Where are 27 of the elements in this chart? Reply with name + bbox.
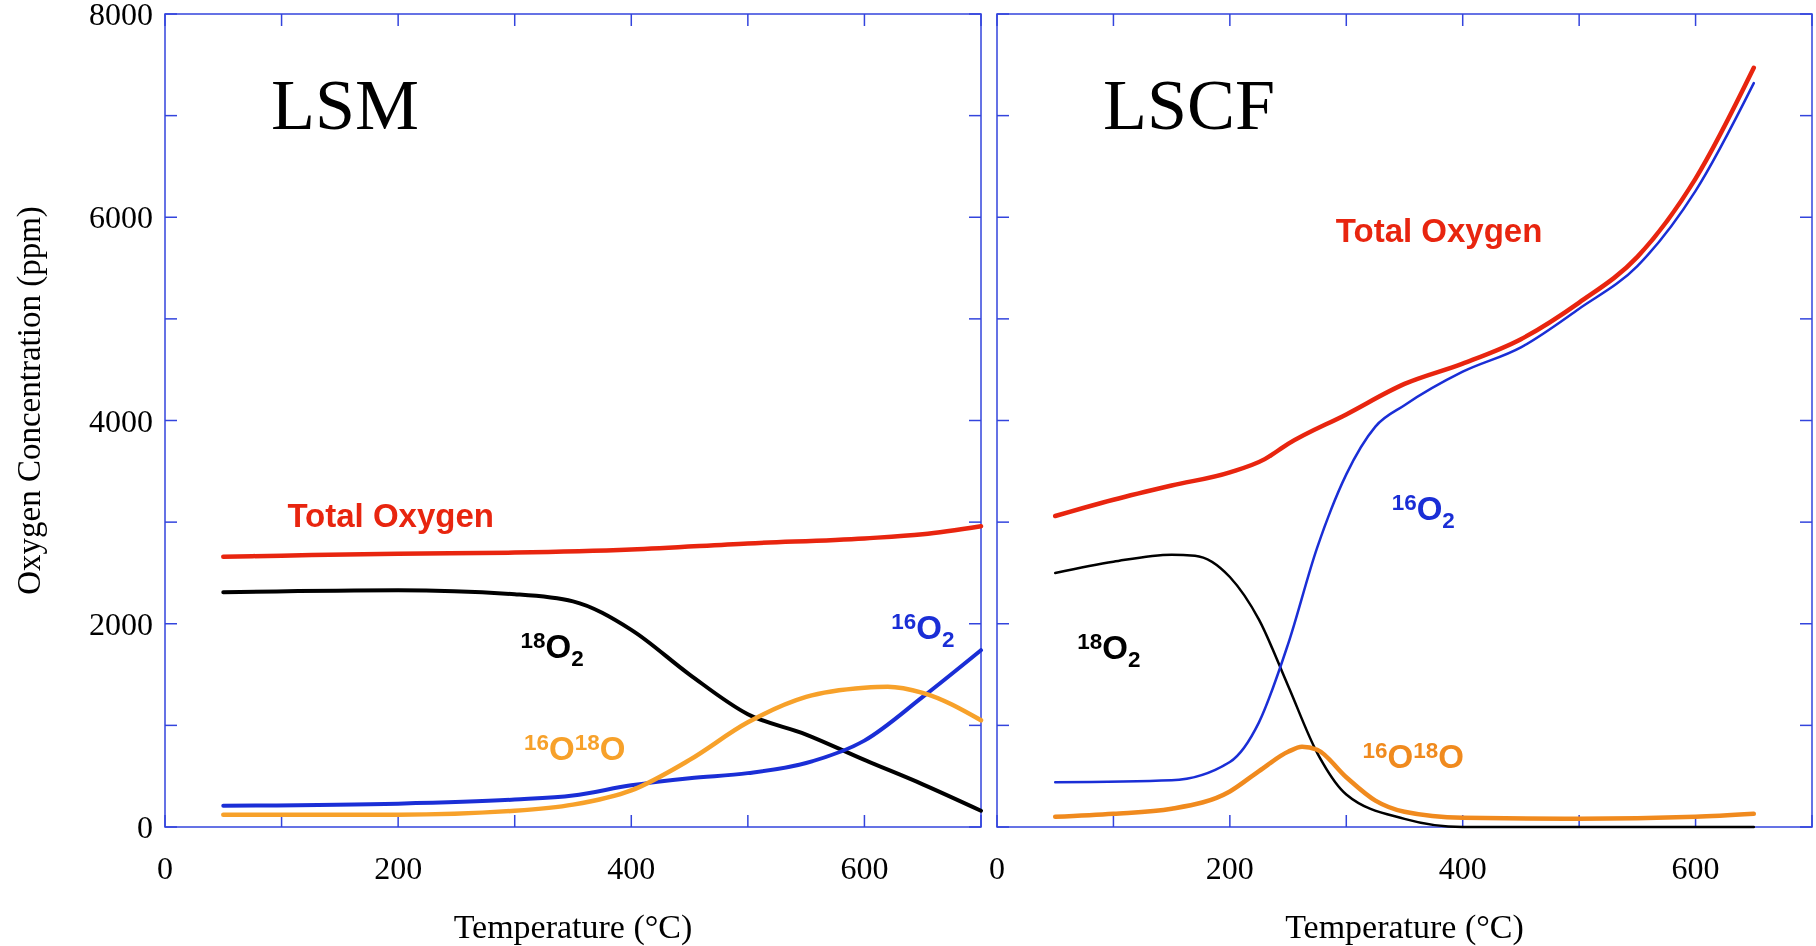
line-series: [221, 588, 983, 813]
series-label: Total Oxygen: [1335, 211, 1543, 249]
x-tick-label: 600: [840, 850, 889, 886]
y-tick-label: 2000: [89, 605, 153, 642]
line-series: [221, 684, 984, 818]
x-axis-title: Temperature (°C): [453, 908, 693, 946]
series-label: $^{16}$O$^{18}$O: [1362, 737, 1464, 776]
y-tick-label: 0: [137, 809, 153, 846]
series-label: $^{16}$O$^{18}$O: [524, 729, 626, 767]
text: LSCF: [1102, 65, 1276, 145]
x-tick-label: 600: [1671, 850, 1720, 886]
y-tick-label: 4000: [89, 402, 153, 439]
y-tick-label: 6000: [89, 199, 153, 236]
x-tick-label: 400: [1438, 850, 1487, 886]
series-label: $^{18}$O$_{2}$: [1077, 629, 1141, 673]
text: LSM: [271, 65, 420, 145]
x-tick-label: 200: [374, 850, 423, 886]
series-label: $^{16}$O$_{2}$: [891, 608, 955, 652]
y-axis-title: Oxygen Concentration (ppm): [11, 206, 48, 595]
x-tick-label: 200: [1205, 850, 1254, 886]
x-tick-label: 400: [607, 850, 656, 886]
series-label: $^{18}$O$_{2}$: [520, 628, 584, 672]
x-axis-title: Temperature (°C): [1285, 908, 1524, 946]
y-tick-label: 8000: [89, 0, 153, 33]
x-tick-label: 0: [989, 850, 1005, 886]
series-label: $^{16}$O$_{2}$: [1391, 489, 1455, 533]
series-label: Total Oxygen: [287, 497, 494, 535]
